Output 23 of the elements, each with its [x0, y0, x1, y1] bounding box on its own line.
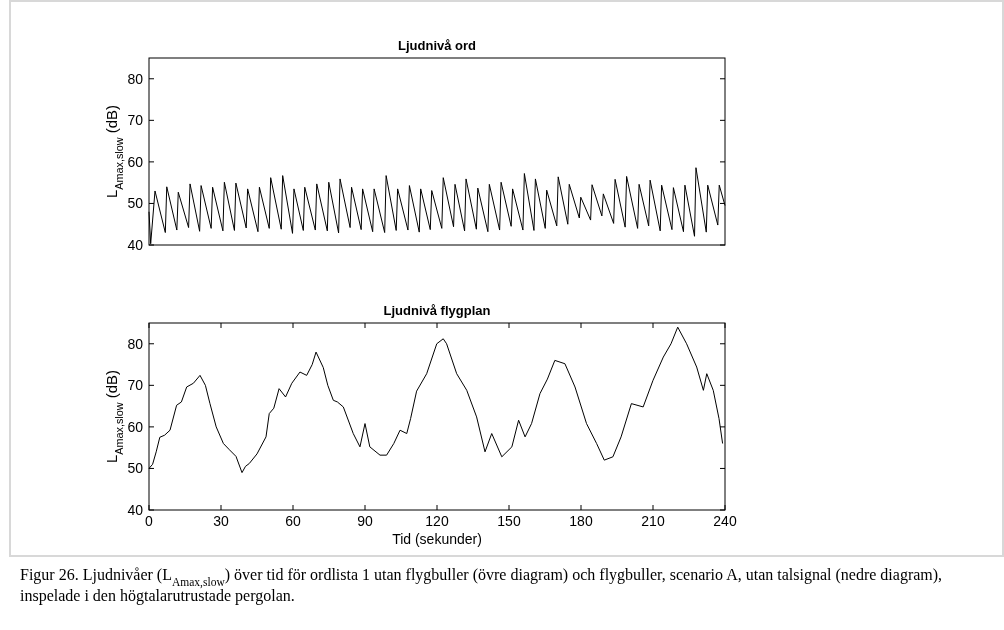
chart-title: Ljudnivå flygplan — [383, 303, 491, 318]
x-tick-label: 60 — [285, 513, 301, 529]
text: Figur 26. Ljudnivåer (L$_{Amax,slow}$) över tid för ordlista 1 utan flygbuller (övre diagram) och flygbuller, scenario A, utan talsignal (nedre diagram), inspelade i den högtalarutrustade pergolan. — [20, 566, 943, 605]
y-tick-label: 50 — [127, 460, 144, 477]
x-axis-title: Tid (sekunder) — [392, 531, 482, 547]
x-tick-label: 90 — [357, 513, 373, 529]
y-tick-label: 40 — [127, 237, 144, 253]
y-tick-label: 80 — [127, 70, 144, 87]
x-tick-label: 0 — [145, 513, 154, 529]
y-tick-label: 70 — [127, 112, 144, 129]
x-tick-label: 180 — [569, 513, 593, 529]
y-tick-label: 40 — [127, 502, 144, 518]
y-tick-label: 60 — [127, 418, 144, 435]
x-tick-label: 210 — [641, 513, 665, 529]
x-tick-label: 30 — [213, 513, 229, 529]
y-tick-label: 50 — [127, 195, 144, 212]
x-tick-label: 240 — [713, 513, 737, 529]
chart-title: Ljudnivå ord — [398, 38, 477, 53]
y-tick-label: 70 — [127, 377, 144, 394]
y-tick-label: 60 — [127, 153, 144, 170]
x-tick-label: 150 — [497, 513, 521, 529]
x-tick-label: 120 — [425, 513, 449, 529]
y-tick-label: 80 — [127, 335, 144, 352]
